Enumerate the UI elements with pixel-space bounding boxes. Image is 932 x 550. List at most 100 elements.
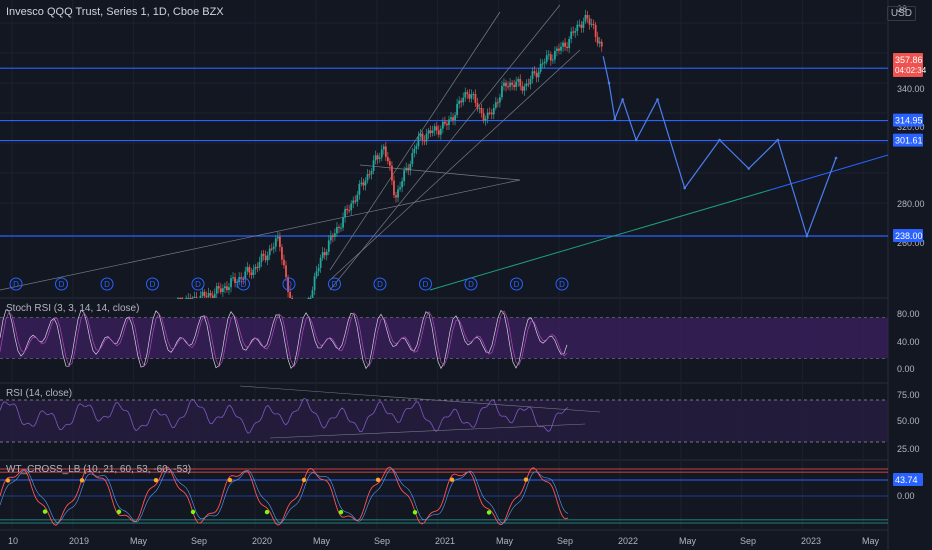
candle-body	[193, 296, 196, 298]
candle-body	[446, 123, 448, 126]
candle-body	[228, 287, 230, 290]
candle-body	[386, 157, 389, 162]
wt-axis-tick-label: 0.00	[897, 491, 915, 501]
candle-body	[391, 165, 393, 181]
wt-cross-dot	[5, 478, 11, 483]
dividend-marker-label: D	[468, 280, 474, 289]
candle-body	[472, 94, 475, 96]
candle-body	[505, 82, 507, 87]
candle-body	[539, 63, 542, 72]
candle-body	[207, 293, 210, 297]
candle-body	[211, 295, 214, 298]
candle-body	[276, 236, 279, 239]
price-axis-tick-label: 340.00	[897, 84, 925, 94]
candle-body	[354, 200, 357, 202]
candle-body	[454, 115, 456, 121]
dividend-marker-label: D	[286, 280, 292, 289]
candle-body	[364, 180, 367, 186]
candle-body	[397, 189, 399, 198]
trend-line	[329, 11, 501, 271]
candle-body	[213, 293, 216, 298]
candle-body	[578, 24, 581, 26]
candle-body	[594, 24, 597, 37]
candle-body	[319, 257, 322, 268]
candle-body	[401, 181, 404, 188]
currency-badge[interactable]: USD	[886, 6, 916, 21]
candle-body	[254, 266, 257, 270]
candle-body	[439, 128, 442, 135]
wt-cross-dot	[190, 509, 196, 515]
candle-body	[272, 246, 275, 249]
candle-body	[486, 112, 489, 119]
candle-body	[372, 160, 375, 172]
candle-body	[427, 130, 430, 134]
candle-body	[323, 252, 326, 256]
time-axis-tick-label: Sep	[740, 536, 756, 546]
candle-body	[423, 140, 426, 142]
candle-body	[533, 71, 536, 73]
candle-body	[413, 149, 416, 154]
dividend-marker-label: D	[332, 280, 338, 289]
candle-body	[519, 78, 522, 87]
candle-body	[584, 14, 587, 22]
candle-body	[215, 286, 218, 294]
wt-cross-dot	[301, 477, 307, 483]
dividend-marker-label: D	[59, 280, 65, 289]
candle-body	[333, 233, 336, 238]
candle-body	[580, 24, 583, 28]
stoch-d-line	[0, 310, 568, 368]
dividend-marker	[100, 277, 114, 291]
candle-body	[311, 290, 314, 298]
time-axis-tick-label: Sep	[557, 536, 573, 546]
candle-body	[549, 54, 552, 61]
candle-body	[553, 50, 556, 60]
wt-cross-dot	[264, 509, 270, 515]
candle-body	[582, 21, 585, 28]
time-axis-tick-label: Sep	[191, 536, 207, 546]
candle-body	[287, 277, 289, 292]
candle-body	[307, 298, 310, 299]
candle-body	[336, 227, 338, 234]
candle-body	[448, 119, 450, 126]
candle-body	[352, 200, 355, 204]
candle-body	[309, 298, 312, 299]
dividend-marker	[510, 277, 523, 291]
candle-body	[466, 92, 469, 94]
candle-body	[592, 23, 595, 25]
candle-body	[531, 71, 534, 80]
candle-body	[356, 194, 359, 202]
candle-body	[476, 102, 479, 109]
candle-body	[572, 31, 575, 33]
wt-cross-dot	[153, 477, 159, 483]
candle-body	[187, 298, 190, 299]
dividend-marker	[419, 277, 432, 291]
candle-body	[494, 102, 497, 108]
candle-body	[541, 63, 544, 65]
candle-body	[262, 253, 265, 256]
candle-body	[435, 126, 438, 131]
dividend-marker	[373, 277, 387, 291]
candle-body	[437, 130, 440, 135]
dividend-marker-label: D	[514, 280, 520, 289]
candle-body	[242, 278, 245, 280]
candle-body	[478, 108, 481, 110]
candle-body	[525, 83, 528, 87]
rsi-band	[0, 400, 888, 442]
candle-body	[248, 266, 251, 273]
candle-body	[452, 117, 454, 121]
price-axis-tick-label: 260.00	[897, 238, 925, 248]
candle-body	[419, 133, 422, 137]
candle-body	[598, 41, 601, 44]
candle-body	[201, 291, 204, 296]
candle-body	[433, 126, 436, 131]
candle-body	[250, 272, 253, 276]
candle-body	[535, 72, 538, 78]
candle-body	[523, 86, 526, 91]
candle-body	[558, 48, 560, 51]
candle-body	[568, 38, 571, 49]
candle-body	[588, 18, 591, 25]
price-axis-tick-label: 280.00	[897, 199, 925, 209]
dividend-marker	[9, 277, 23, 291]
candle-body	[474, 94, 477, 103]
candle-body	[590, 23, 593, 25]
